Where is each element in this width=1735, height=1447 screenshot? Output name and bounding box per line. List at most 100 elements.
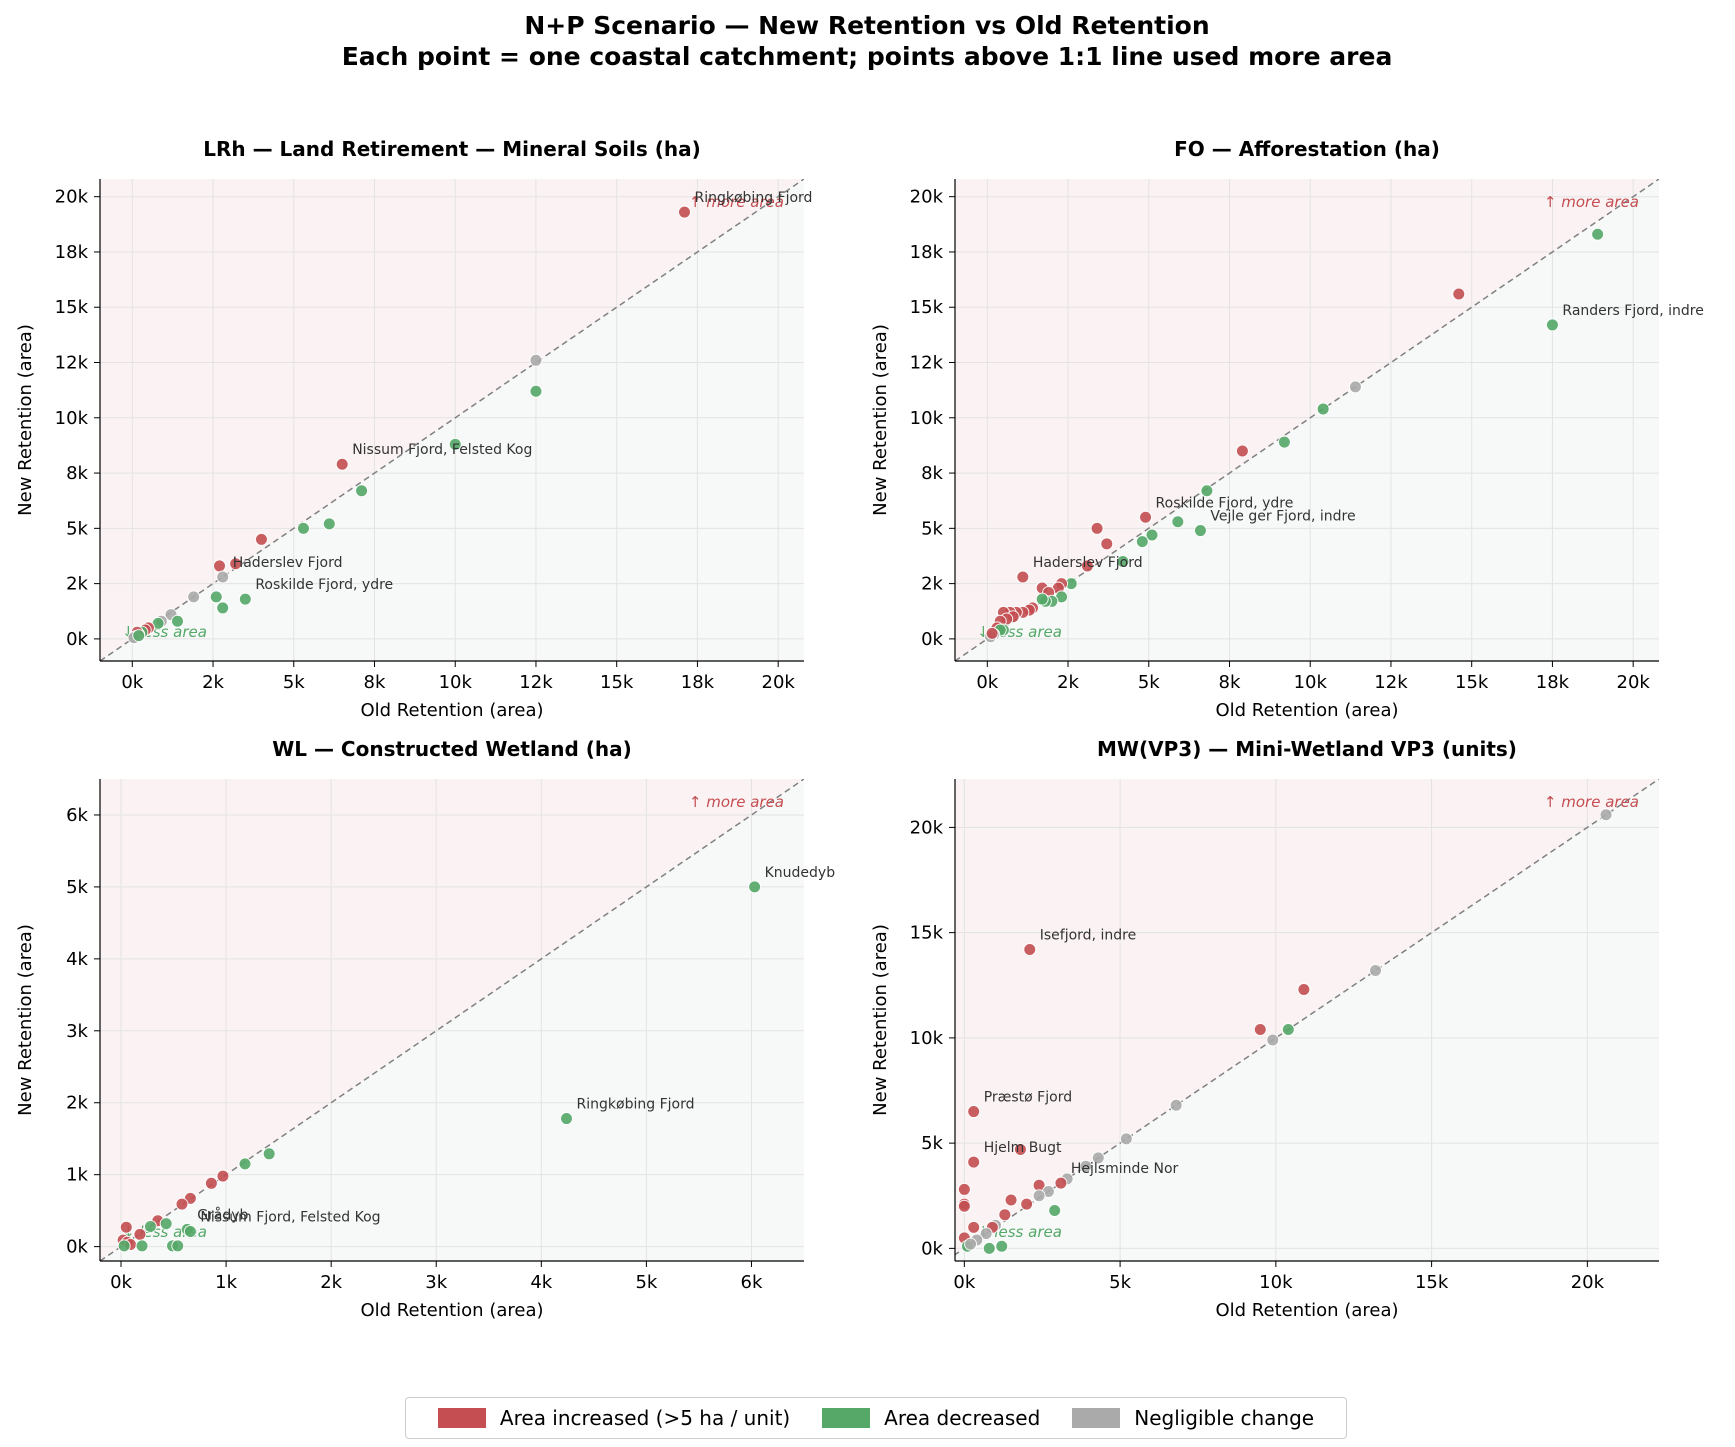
x-tick-label: 2k	[202, 672, 224, 693]
x-tick-label: 20k	[762, 672, 796, 693]
point-label: Vejle ger Fjord, indre	[1210, 509, 1355, 525]
data-point	[967, 1155, 981, 1169]
y-tick-label: 5k	[66, 877, 88, 898]
x-tick-label: 18k	[681, 672, 715, 693]
data-point	[1193, 524, 1207, 538]
data-point	[1145, 528, 1159, 542]
y-tick-label: 5k	[921, 1133, 943, 1154]
y-tick-label: 5k	[66, 518, 88, 539]
y-tick-label: 1k	[66, 1165, 88, 1186]
x-axis-label: Old Retention (area)	[360, 1300, 543, 1321]
panel-title: FO — Afforestation (ha)	[1174, 137, 1440, 161]
data-point	[982, 1241, 996, 1255]
data-point	[1452, 287, 1466, 301]
data-point	[1266, 1033, 1280, 1047]
data-point	[171, 614, 185, 628]
zone-label-above: ↑ more area	[1544, 793, 1639, 811]
data-point	[216, 570, 230, 584]
x-tick-label: 5k	[1109, 1272, 1131, 1293]
y-axis-label: New Retention (area)	[870, 924, 891, 1116]
data-point	[1119, 1132, 1133, 1146]
point-label: Hjelm Bugt	[984, 1140, 1062, 1156]
zone-label-above: ↑ more area	[1544, 193, 1639, 211]
data-point	[1048, 1203, 1062, 1217]
data-point	[159, 1217, 173, 1231]
data-point	[143, 1219, 157, 1233]
point-label: Grådyb	[197, 1206, 248, 1223]
y-tick-label: 0k	[66, 1237, 88, 1258]
identity-line	[100, 779, 804, 1261]
data-point	[1297, 982, 1311, 996]
x-tick-label: 2k	[1057, 672, 1079, 693]
data-point	[1545, 318, 1559, 332]
legend-item-decreased: Area decreased	[822, 1406, 1040, 1430]
data-point	[1369, 964, 1383, 978]
x-tick-label: 0k	[121, 672, 143, 693]
legend-item-negligible: Negligible change	[1072, 1406, 1314, 1430]
x-tick-label: 4k	[530, 1272, 552, 1293]
y-tick-label: 2k	[66, 1093, 88, 1114]
above-zone	[955, 779, 1659, 1261]
data-point	[1054, 1176, 1068, 1190]
data-point	[1281, 1022, 1295, 1036]
data-point	[1013, 1142, 1027, 1156]
figure-title-line2: Each point = one coastal catchment; poin…	[342, 42, 1393, 71]
y-tick-label: 4k	[66, 949, 88, 970]
y-tick-label: 8k	[66, 463, 88, 484]
point-label: Nissum Fjord, Felsted Kog	[200, 1210, 380, 1226]
y-tick-label: 0k	[66, 629, 88, 650]
data-point	[967, 1220, 981, 1234]
data-point	[1090, 521, 1104, 535]
x-tick-label: 0k	[976, 672, 998, 693]
identity-line	[100, 179, 804, 661]
data-point	[529, 384, 543, 398]
data-point	[1599, 808, 1613, 822]
point-label: Isefjord, indre	[1040, 927, 1136, 943]
data-point	[998, 1208, 1012, 1222]
panel-title: WL — Constructed Wetland (ha)	[272, 737, 632, 761]
data-point	[187, 590, 201, 604]
point-label: Nissum Fjord, Felsted Kog	[352, 442, 532, 458]
point-label: Præstø Fjord	[984, 1090, 1072, 1106]
data-point	[133, 1227, 147, 1241]
x-tick-label: 0k	[110, 1272, 132, 1293]
legend-label-decreased: Area decreased	[884, 1406, 1041, 1430]
y-tick-label: 15k	[910, 297, 944, 318]
y-tick-label: 20k	[910, 187, 944, 208]
legend-label-increased: Area increased (>5 ha / unit)	[499, 1406, 791, 1430]
data-point	[355, 484, 369, 498]
point-label: Knudedyb	[765, 865, 836, 881]
x-tick-label: 8k	[1219, 672, 1241, 693]
data-point	[1032, 1189, 1046, 1203]
x-tick-label: 10k	[1259, 1272, 1293, 1293]
x-tick-label: 20k	[1571, 1272, 1605, 1293]
data-point	[1023, 942, 1037, 956]
data-point	[117, 1239, 131, 1253]
y-tick-label: 2k	[66, 574, 88, 595]
point-label: Randers Fjord, indre	[1562, 303, 1703, 319]
data-point	[1591, 227, 1605, 241]
data-point	[957, 1199, 971, 1213]
data-point	[262, 1147, 276, 1161]
x-tick-label: 3k	[425, 1272, 447, 1293]
point-label: Roskilde Fjord, ydre	[255, 577, 393, 593]
data-point	[957, 1182, 971, 1196]
data-point	[560, 1112, 574, 1126]
data-point	[985, 626, 999, 640]
data-point	[1035, 592, 1049, 606]
x-axis-label: Old Retention (area)	[1215, 700, 1398, 721]
x-axis-label: Old Retention (area)	[360, 700, 543, 721]
data-point	[296, 521, 310, 535]
x-axis-label: Old Retention (area)	[1215, 1300, 1398, 1321]
y-tick-label: 2k	[921, 574, 943, 595]
point-label: Haderslev Fjord	[233, 555, 343, 571]
data-point	[119, 1220, 133, 1234]
data-point	[1200, 484, 1214, 498]
point-label: Ringkøbing Fjord	[577, 1097, 695, 1113]
data-point	[238, 1157, 252, 1171]
zone-group: ↑ more area↓ less area	[955, 779, 1659, 1261]
data-point	[448, 437, 462, 451]
